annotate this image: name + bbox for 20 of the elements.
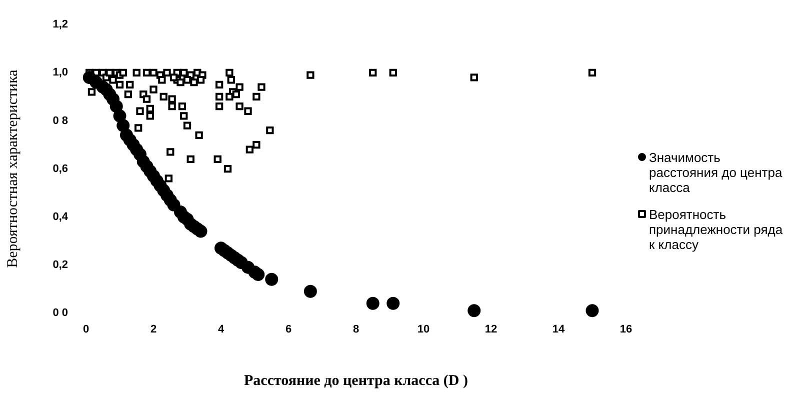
y-tick-label: 1,2 (52, 18, 68, 31)
y-tick-label: 1,0 (52, 66, 68, 79)
x-tick-label: 0 (82, 324, 90, 336)
x-axis-title: Расстояние до центра класса (D ) (244, 372, 468, 389)
y-tick-label: 0,4 (52, 210, 69, 223)
legend-label: Вероятность принадлежности ряда к классу (649, 207, 784, 252)
x-tick-label: 8 (352, 324, 360, 336)
x-tick-label: 16 (620, 324, 632, 336)
x-tick-label: 12 (484, 324, 498, 336)
x-tick-label: 6 (285, 324, 292, 336)
y-tick-label: 0 0 (52, 307, 68, 320)
y-axis-title: Вероятностная характеристика (4, 69, 21, 268)
y-tick-label: 0,2 (52, 258, 68, 271)
legend-label: Значимость расстояния до центра класса (649, 150, 784, 195)
x-tick-label: 4 (218, 324, 225, 336)
y-tick-label: 0 8 (52, 114, 68, 127)
y-tick-label: 0,6 (52, 162, 68, 175)
x-tick-label: 10 (417, 324, 430, 336)
x-tick-label: 14 (552, 324, 566, 336)
x-tick-label: 2 (150, 324, 157, 336)
